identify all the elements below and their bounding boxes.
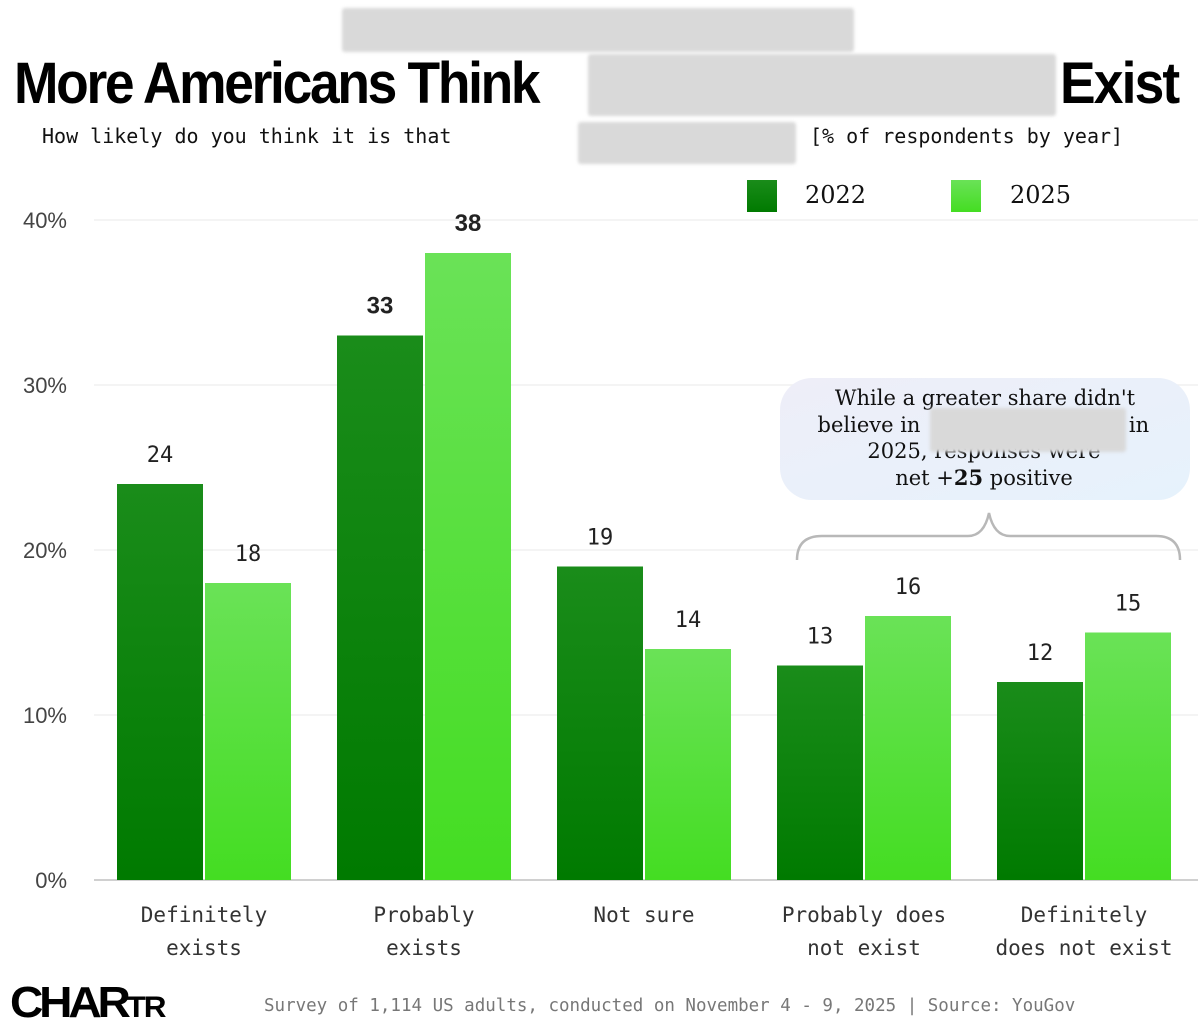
y-tick-label: 0%	[35, 868, 67, 893]
category-label: Probably does	[782, 903, 946, 927]
y-axis: 0% 10% 20% 30% 40%	[23, 208, 67, 893]
redacted-subtitle-part	[578, 122, 796, 164]
category-label: does not exist	[995, 936, 1172, 960]
category-label: Probably	[373, 903, 474, 927]
value-label: 24	[147, 443, 174, 468]
y-tick-label: 40%	[23, 208, 67, 233]
value-label: 33	[367, 293, 394, 320]
bar-2022-3	[777, 665, 863, 880]
value-label: 19	[587, 526, 614, 551]
value-label: 16	[895, 575, 922, 600]
y-tick-label: 20%	[23, 538, 67, 563]
value-label: 15	[1115, 592, 1142, 617]
chartr-logo: CHARTR	[10, 978, 167, 1028]
value-labels: 24 18 33 38 19 14 13 16 12 15	[147, 210, 1142, 666]
annotation-line-4: net +25 positive	[895, 465, 1073, 490]
y-tick-label: 30%	[23, 373, 67, 398]
annotation-line-2b: in	[1129, 413, 1149, 437]
logo-main: CHAR	[10, 978, 131, 1027]
bar-2022-0	[117, 484, 203, 880]
value-label: 14	[675, 608, 702, 633]
bar-2025-4	[1085, 632, 1171, 880]
bar-2022-4	[997, 682, 1083, 880]
bar-2025-2	[645, 649, 731, 880]
legend: 2022 2025	[747, 180, 1071, 212]
bar-2025-0	[205, 583, 291, 880]
bars	[117, 253, 1171, 880]
bar-2025-3	[865, 616, 951, 880]
value-label: 13	[807, 625, 834, 650]
annotation-net-prefix: net +	[895, 466, 954, 490]
category-label: Not sure	[593, 903, 694, 927]
value-label: 18	[235, 542, 262, 567]
value-label: 12	[1027, 641, 1054, 666]
legend-label-2022: 2022	[805, 181, 866, 209]
category-label: exists	[166, 936, 242, 960]
bar-2022-2	[557, 566, 643, 880]
chart-subtitle-units: [% of respondents by year]	[810, 124, 1124, 148]
y-tick-label: 10%	[23, 703, 67, 728]
annotation-line-2a: believe in	[818, 413, 921, 437]
chart-subtitle: How likely do you think it is that	[42, 124, 452, 148]
category-label: Definitely	[1021, 903, 1147, 927]
logo-small: TR	[126, 991, 167, 1024]
source-note: Survey of 1,114 US adults, conducted on …	[264, 996, 1076, 1016]
bar-2025-1	[425, 253, 511, 880]
legend-label-2025: 2025	[1010, 181, 1071, 209]
category-label: exists	[386, 936, 462, 960]
annotation-line-1: While a greater share didn't	[835, 386, 1136, 410]
redacted-title-part	[342, 8, 854, 52]
chart-title: More Americans Think	[14, 51, 541, 116]
legend-swatch-2025	[951, 180, 981, 212]
annotation-net-value: 25	[954, 465, 983, 490]
category-label: not exist	[807, 936, 921, 960]
redacted-annotation-part	[930, 408, 1126, 452]
annotation-brace	[795, 512, 1182, 561]
value-label: 38	[455, 210, 482, 237]
redacted-title-part	[588, 54, 1056, 116]
category-label: Definitely	[141, 903, 267, 927]
chart-title-end: Exist	[1060, 51, 1180, 116]
bar-2022-1	[337, 335, 423, 880]
legend-swatch-2022	[747, 180, 777, 212]
x-axis: Definitely exists Probably exists Not sure Pr…	[141, 903, 1173, 960]
annotation-net-suffix: positive	[983, 466, 1073, 490]
annotation: While a greater share didn't believe in …	[780, 378, 1190, 561]
